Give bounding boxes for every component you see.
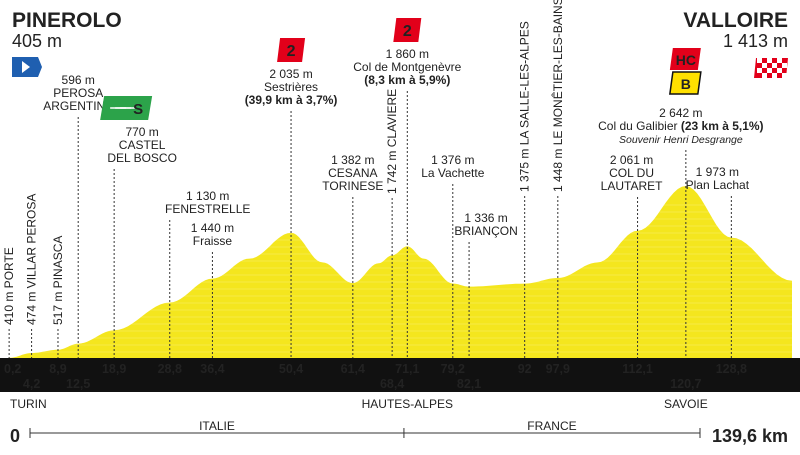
km-mark-label: 36,4 xyxy=(200,362,224,376)
cat2-climb-badge: 2 xyxy=(393,18,422,42)
start-altitude: 405 m xyxy=(12,31,62,51)
km-mark-label: 18,9 xyxy=(102,362,126,376)
annotation-line: CASTEL xyxy=(119,138,166,152)
annotation-line: Souvenir Henri Desgrange xyxy=(619,134,743,146)
annotation-line: DEL BOSCO xyxy=(107,151,177,165)
svg-text:HC: HC xyxy=(676,52,696,68)
profile-area xyxy=(8,186,792,358)
annotation-line: 1 336 m xyxy=(464,211,507,225)
annotation-line: PEROSA xyxy=(53,86,103,100)
vertical-location-label: 517 m PINASCA xyxy=(51,236,65,325)
annotation-line: Col de Montgenèvre xyxy=(353,60,461,74)
annotation-line: 770 m xyxy=(125,125,158,139)
region-label: SAVOIE xyxy=(664,397,708,411)
annotation-line: 2 061 m xyxy=(610,153,653,167)
bottom-region-bar: TURIN HAUTES-ALPES SAVOIE ITALIE FRANCE xyxy=(10,397,708,438)
km-mark-label: 112,1 xyxy=(622,362,653,376)
annotation-line: La Vachette xyxy=(421,166,484,180)
annotation-line: BRIANÇON xyxy=(454,224,517,238)
km-mark-label: 12,5 xyxy=(66,377,90,391)
annotation-line: 1 440 m xyxy=(191,221,234,235)
finish-altitude: 1 413 m xyxy=(723,31,788,51)
annotation-line: 1 130 m xyxy=(186,189,229,203)
svg-text:2: 2 xyxy=(403,23,412,40)
annotation-line: 1 860 m xyxy=(386,47,429,61)
km-mark-label: 82,1 xyxy=(457,377,481,391)
finish-flag-icon xyxy=(754,58,788,78)
axis-band xyxy=(0,358,800,392)
vertical-location-label: 1 448 m LE MONÊTIER-LES-BAINS xyxy=(550,0,565,192)
vertical-location-label: 1 742 m CLAVIERE xyxy=(385,89,399,194)
vertical-location-label: 1 375 m LA SALLE-LES-ALPES xyxy=(518,21,532,192)
km-mark-label: 97,9 xyxy=(546,362,570,376)
km-mark-label: 50,4 xyxy=(279,362,303,376)
km-mark-label: 61,4 xyxy=(341,362,365,376)
km-mark-label: 128,8 xyxy=(716,362,747,376)
km-mark-label: 92 xyxy=(518,362,532,376)
vertical-location-label: 410 m PORTE xyxy=(2,247,16,325)
annotation-line: 596 m xyxy=(62,73,95,87)
annotation-line: COL DU xyxy=(609,166,654,180)
km-mark-label: 0,2 xyxy=(4,362,21,376)
annotation-line: (8,3 km à 5,9%) xyxy=(364,73,450,87)
vertical-location-label: 474 m VILLAR PEROSA xyxy=(25,194,39,325)
sprint-badge: S xyxy=(100,96,153,120)
total-distance: 139,6 km xyxy=(712,426,788,446)
annotation-line: CESANA xyxy=(328,166,377,180)
svg-text:S: S xyxy=(133,101,143,118)
svg-text:B: B xyxy=(681,76,691,92)
annotation-line: 1 376 m xyxy=(431,153,474,167)
country-label: ITALIE xyxy=(199,419,235,433)
elevation-profile xyxy=(8,186,792,358)
annotation-line: Sestrières xyxy=(264,80,318,94)
start-flag-icon xyxy=(12,57,42,77)
annotation-line: FENESTRELLE xyxy=(165,202,250,216)
annotation-line: Col du Galibier (23 km à 5,1%) xyxy=(598,119,763,133)
cat2-climb-badge: 2 xyxy=(277,38,306,62)
annotation-line: (39,9 km à 3,7%) xyxy=(245,93,338,107)
bonus-badge: B xyxy=(668,71,702,95)
vertical-location-labels: 410 m PORTE 474 m VILLAR PEROSA 517 m PINA… xyxy=(2,0,565,325)
annotation-line: 2 035 m xyxy=(269,67,312,81)
region-label: TURIN xyxy=(10,397,47,411)
km-axis-band: 0,24,2 8,912,5 18,9 28,8 36,4 50,4 61,4 68,471,… xyxy=(0,358,800,392)
km-mark-label: 79,2 xyxy=(441,362,465,376)
finish-name: VALLOIRE xyxy=(683,9,788,32)
annotation-line: Fraisse xyxy=(193,234,233,248)
km-mark-label: 8,9 xyxy=(49,362,66,376)
km-mark-label: 68,4 xyxy=(380,377,404,391)
annotation-line: 2 642 m xyxy=(659,106,702,120)
annotation-line: 1 382 m xyxy=(331,153,374,167)
reference-lines xyxy=(8,91,732,358)
start-name: PINEROLO xyxy=(12,9,122,32)
svg-text:2: 2 xyxy=(287,43,296,60)
annotation-line: LAUTARET xyxy=(601,179,663,193)
annotation-line: TORINESE xyxy=(322,179,383,193)
annotation-line: ARGENTINA xyxy=(43,99,113,113)
km-mark-label: 28,8 xyxy=(158,362,182,376)
km-mark-label: 4,2 xyxy=(23,377,40,391)
start-km: 0 xyxy=(10,426,20,446)
annotation-line: 1 973 m xyxy=(696,165,739,179)
km-mark-label: 120,7 xyxy=(670,377,701,391)
annotation-line: Plan Lachat xyxy=(686,178,750,192)
hc-climb-badge: HC xyxy=(669,48,701,70)
km-mark-label: 71,1 xyxy=(395,362,419,376)
region-label: HAUTES-ALPES xyxy=(362,397,453,411)
country-label: FRANCE xyxy=(527,419,576,433)
